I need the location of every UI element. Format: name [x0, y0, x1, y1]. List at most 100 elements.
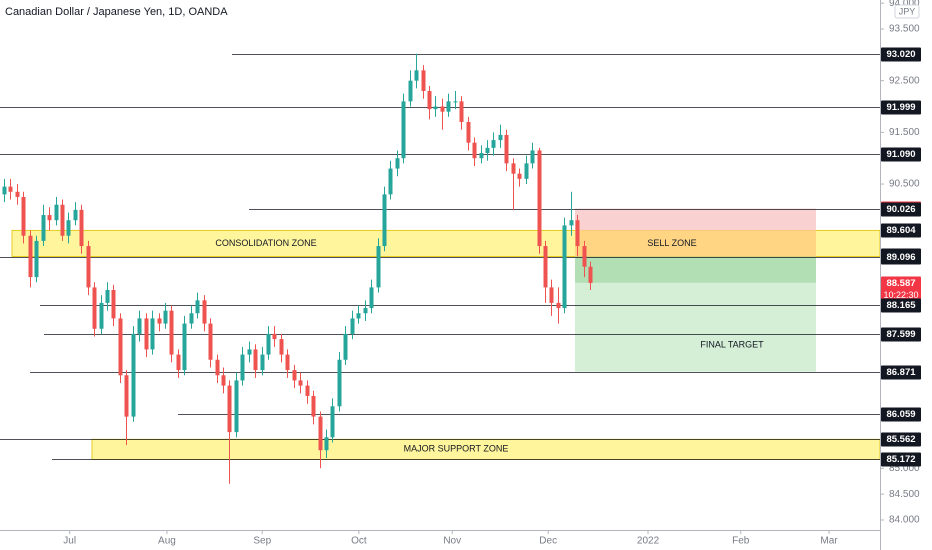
x-tick-label: 2022: [637, 536, 660, 547]
price-tag: [881, 276, 921, 303]
lines-layer: [0, 54, 880, 460]
candles-layer: [2, 53, 593, 484]
candle-body: [498, 134, 503, 141]
candle-body: [99, 302, 104, 329]
candle-body: [292, 370, 297, 381]
candle-body: [54, 204, 59, 221]
candle-body: [247, 349, 252, 355]
price-tag: [881, 407, 921, 422]
price-tag: [881, 452, 921, 467]
candle-body: [466, 122, 471, 143]
candle-body: [395, 158, 400, 169]
candle-body: [79, 209, 84, 247]
x-tick-label: Nov: [443, 536, 461, 547]
candle-body: [330, 406, 335, 438]
setup-label: FINAL TARGET: [700, 340, 764, 350]
candle-body: [440, 106, 445, 112]
candle-body: [234, 380, 239, 433]
x-tick-label: Dec: [539, 536, 557, 547]
zone-label: MAJOR SUPPORT ZONE: [404, 444, 509, 454]
candle-body: [491, 140, 496, 148]
y-tick-label: 84.500: [889, 489, 920, 500]
candle-body: [453, 101, 458, 103]
candle-body: [260, 354, 265, 371]
price-tag-label: 85.172: [886, 454, 915, 465]
zones-layer: CONSOLIDATION ZONE MAJOR SUPPORT ZONE SELL…: [11, 208, 881, 460]
candle-body: [408, 80, 413, 102]
price-tag-label: 91.999: [886, 102, 915, 113]
currency: JPY: [899, 6, 916, 16]
candle-body: [305, 385, 310, 396]
candle-body: [137, 318, 142, 334]
price-tag-label: 90.026: [886, 204, 915, 215]
candle-body: [356, 313, 361, 319]
candle-body: [189, 313, 194, 324]
price-tag: [881, 202, 921, 217]
y-tick-label: 92.500: [889, 75, 920, 86]
candle-body: [195, 300, 200, 314]
price-tag-label: 91.090: [886, 149, 915, 160]
y-tick-label: 84.000: [889, 515, 920, 526]
candle-body: [15, 191, 20, 197]
candle-body: [318, 416, 323, 451]
candle-body: [221, 375, 226, 386]
price-tag: [881, 100, 921, 115]
candle-body: [266, 333, 271, 355]
candle-body: [279, 339, 284, 355]
price-tag-label: 89.096: [886, 252, 915, 263]
price-tag: [881, 223, 921, 238]
candle-body: [343, 333, 348, 360]
x-tick-label: Mar: [820, 536, 838, 547]
candle-body: [240, 354, 245, 381]
price-tag: [881, 365, 921, 380]
candle-body: [369, 287, 374, 309]
x-tick-label: Oct: [351, 536, 367, 547]
candle-body: [459, 101, 464, 123]
price-tag: [881, 327, 921, 342]
price-tag-label: 86.059: [886, 409, 915, 420]
candle-body: [41, 215, 46, 241]
candle-body: [169, 310, 174, 355]
candle-body: [111, 289, 116, 319]
candle-body: [421, 70, 426, 92]
candle-body: [401, 101, 406, 159]
candle-body: [337, 359, 342, 407]
candle-body: [382, 194, 387, 247]
candle-body: [556, 302, 561, 309]
candle-body: [21, 196, 26, 236]
zone-label: CONSOLIDATION ZONE: [215, 238, 316, 248]
y-tick-label: 91.500: [889, 127, 920, 138]
candle-body: [324, 437, 329, 451]
setup-zone: [575, 282, 816, 372]
candle-body: [562, 225, 567, 309]
candle-body: [350, 318, 355, 334]
candle-body: [524, 163, 529, 179]
candle-body: [182, 323, 187, 371]
axis-layer: 84.000 84.500 85.000 90.500 91.500 92.500 93.5…: [63, 0, 921, 547]
candle-body: [311, 395, 316, 417]
candle-body: [582, 246, 587, 267]
candle-body: [124, 375, 129, 417]
candle-body: [543, 246, 548, 288]
candle-body: [157, 318, 162, 324]
setup-label: SELL ZONE: [647, 238, 696, 248]
candle-body: [479, 153, 484, 159]
candle-body: [8, 186, 13, 192]
setup-zone: [575, 230, 816, 257]
currency-box: [894, 4, 920, 19]
x-tick-label: Sep: [253, 536, 271, 547]
candle-body: [118, 318, 123, 376]
candle-body: [34, 240, 39, 278]
candle-body: [427, 91, 432, 110]
candle-body: [253, 349, 258, 371]
candle-body: [298, 380, 303, 386]
y-tick-label: 93.500: [889, 24, 920, 35]
candle-body: [588, 266, 593, 283]
x-tick-label: Jul: [63, 536, 76, 547]
candle-body: [92, 287, 97, 329]
candle-body: [504, 134, 509, 164]
price-tag: [881, 298, 921, 313]
setup-zone: [575, 256, 816, 283]
candle-body: [376, 246, 381, 288]
candle-body: [47, 215, 52, 221]
